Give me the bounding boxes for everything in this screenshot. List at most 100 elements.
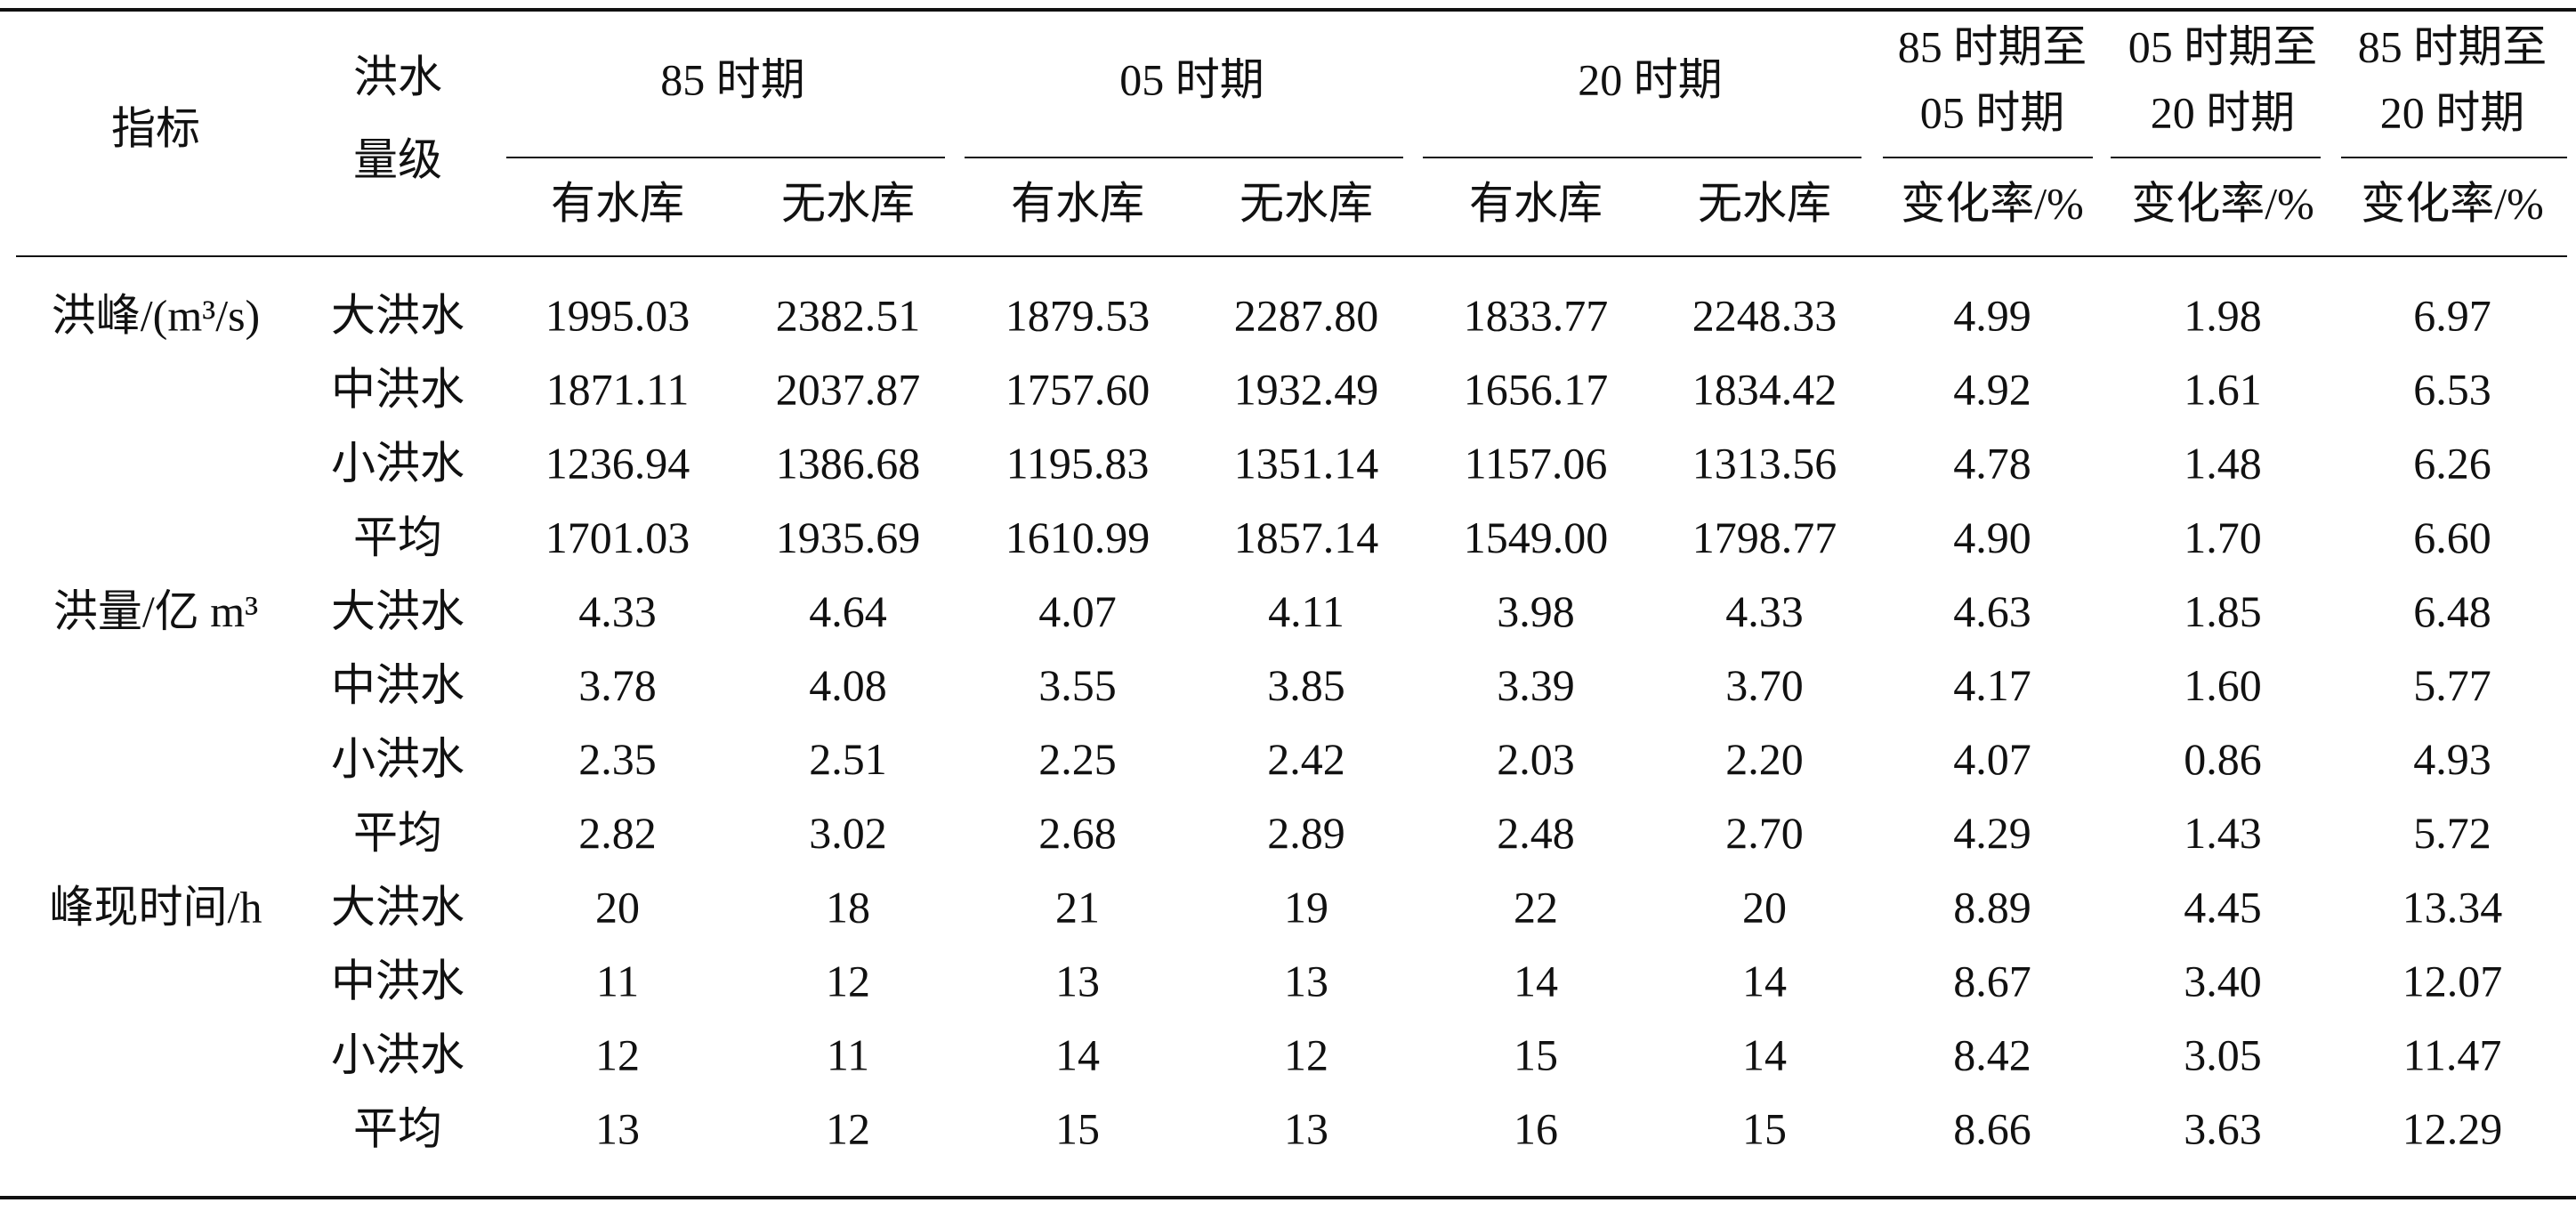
cell: 2.03 [1497,734,1575,784]
level: 小洪水 [331,734,464,784]
group-title: 05 时期 [1119,54,1264,104]
sub-header: 变化率/% [2131,178,2314,228]
cell: 4.64 [809,586,887,636]
header-level: 量级 [353,134,442,184]
cell: 1935.69 [776,513,921,562]
rate-title: 20 时期 [2151,87,2296,137]
level: 中洪水 [331,365,464,415]
cell: 4.99 [1953,290,2031,340]
cell: 1351.14 [1234,439,1379,488]
level: 大洪水 [331,882,464,932]
cell: 11 [596,956,639,1005]
rate-title: 05 时期 [1920,87,2065,137]
cell: 4.08 [809,660,887,710]
cell: 2037.87 [776,365,921,415]
cell: 1386.68 [776,439,921,488]
cell: 20 [1742,882,1787,932]
cell: 3.98 [1497,586,1575,636]
rate-title: 20 时期 [2380,87,2525,137]
cell: 3.39 [1497,660,1575,710]
cell: 4.33 [578,586,657,636]
cell: 3.05 [2184,1029,2262,1079]
sub-header: 无水库 [1240,178,1373,228]
cell: 1610.99 [1005,513,1151,562]
cell: 3.78 [578,660,657,710]
cell: 12.29 [2402,1104,2503,1154]
cell: 2382.51 [776,290,921,340]
cell: 8.67 [1953,956,2031,1005]
cell: 4.29 [1953,808,2031,858]
cell: 21 [1055,882,1100,932]
indicator: 洪峰/(m³/s) [52,290,260,340]
cell: 3.02 [809,808,887,858]
cell: 14 [1742,1029,1787,1079]
level: 小洪水 [331,1029,464,1079]
cell: 15 [1514,1029,1558,1079]
cell: 4.33 [1725,586,1804,636]
cell: 1798.77 [1692,513,1837,562]
cell: 1879.53 [1005,290,1151,340]
indicator: 峰现时间/h [50,882,262,932]
cell: 2.35 [578,734,657,784]
cell: 4.78 [1953,439,2031,488]
cell: 6.53 [2413,365,2491,415]
rate-title: 85 时期至 [2358,21,2548,71]
cell: 1833.77 [1464,290,1609,340]
cell: 1157.06 [1465,439,1608,488]
cell: 1757.60 [1005,365,1151,415]
level: 中洪水 [331,956,464,1005]
cell: 15 [1742,1104,1787,1154]
cell: 1834.42 [1692,365,1837,415]
cell: 1656.17 [1464,365,1609,415]
cell: 1.61 [2184,365,2262,415]
sub-header: 有水库 [1469,178,1603,228]
cell: 1.43 [2184,808,2262,858]
cell: 6.26 [2413,439,2491,488]
cell: 1313.56 [1692,439,1837,488]
cell: 4.07 [1953,734,2031,784]
cell: 1932.49 [1234,365,1379,415]
cell: 16 [1514,1104,1558,1154]
cell: 2248.33 [1692,290,1837,340]
cell: 2.89 [1267,808,1345,858]
cell: 2287.80 [1234,290,1379,340]
cell: 2.70 [1725,808,1804,858]
cell: 13 [595,1104,640,1154]
rate-title: 05 时期至 [2128,21,2318,71]
cell: 4.90 [1953,513,2031,562]
sub-header: 有水库 [1011,178,1144,228]
cell: 8.66 [1953,1104,2031,1154]
header-indicator: 指标 [111,103,200,153]
cell: 5.72 [2413,808,2491,858]
cell: 4.45 [2184,882,2262,932]
cell: 1195.83 [1006,439,1150,488]
cell: 19 [1284,882,1328,932]
cell: 3.63 [2184,1104,2262,1154]
level: 平均 [353,808,442,858]
cell: 2.68 [1038,808,1117,858]
cell: 14 [1742,956,1787,1005]
level: 平均 [353,513,442,562]
cell: 2.20 [1725,734,1804,784]
cell: 18 [826,882,870,932]
cell: 6.60 [2413,513,2491,562]
cell: 2.42 [1267,734,1345,784]
cell: 1701.03 [545,513,690,562]
cell: 2.25 [1038,734,1117,784]
cell: 1.70 [2184,513,2262,562]
cell: 3.85 [1267,660,1345,710]
cell: 3.55 [1038,660,1117,710]
cell: 2.51 [809,734,887,784]
group-title: 85 时期 [660,54,805,104]
cell: 20 [595,882,640,932]
level: 中洪水 [331,660,464,710]
cell: 8.89 [1953,882,2031,932]
cell: 13 [1284,1104,1328,1154]
cell: 22 [1514,882,1558,932]
sub-header: 有水库 [551,178,684,228]
cell: 1857.14 [1234,513,1379,562]
level: 大洪水 [331,586,464,636]
header-level: 洪水 [353,52,442,101]
cell: 4.92 [1953,365,2031,415]
